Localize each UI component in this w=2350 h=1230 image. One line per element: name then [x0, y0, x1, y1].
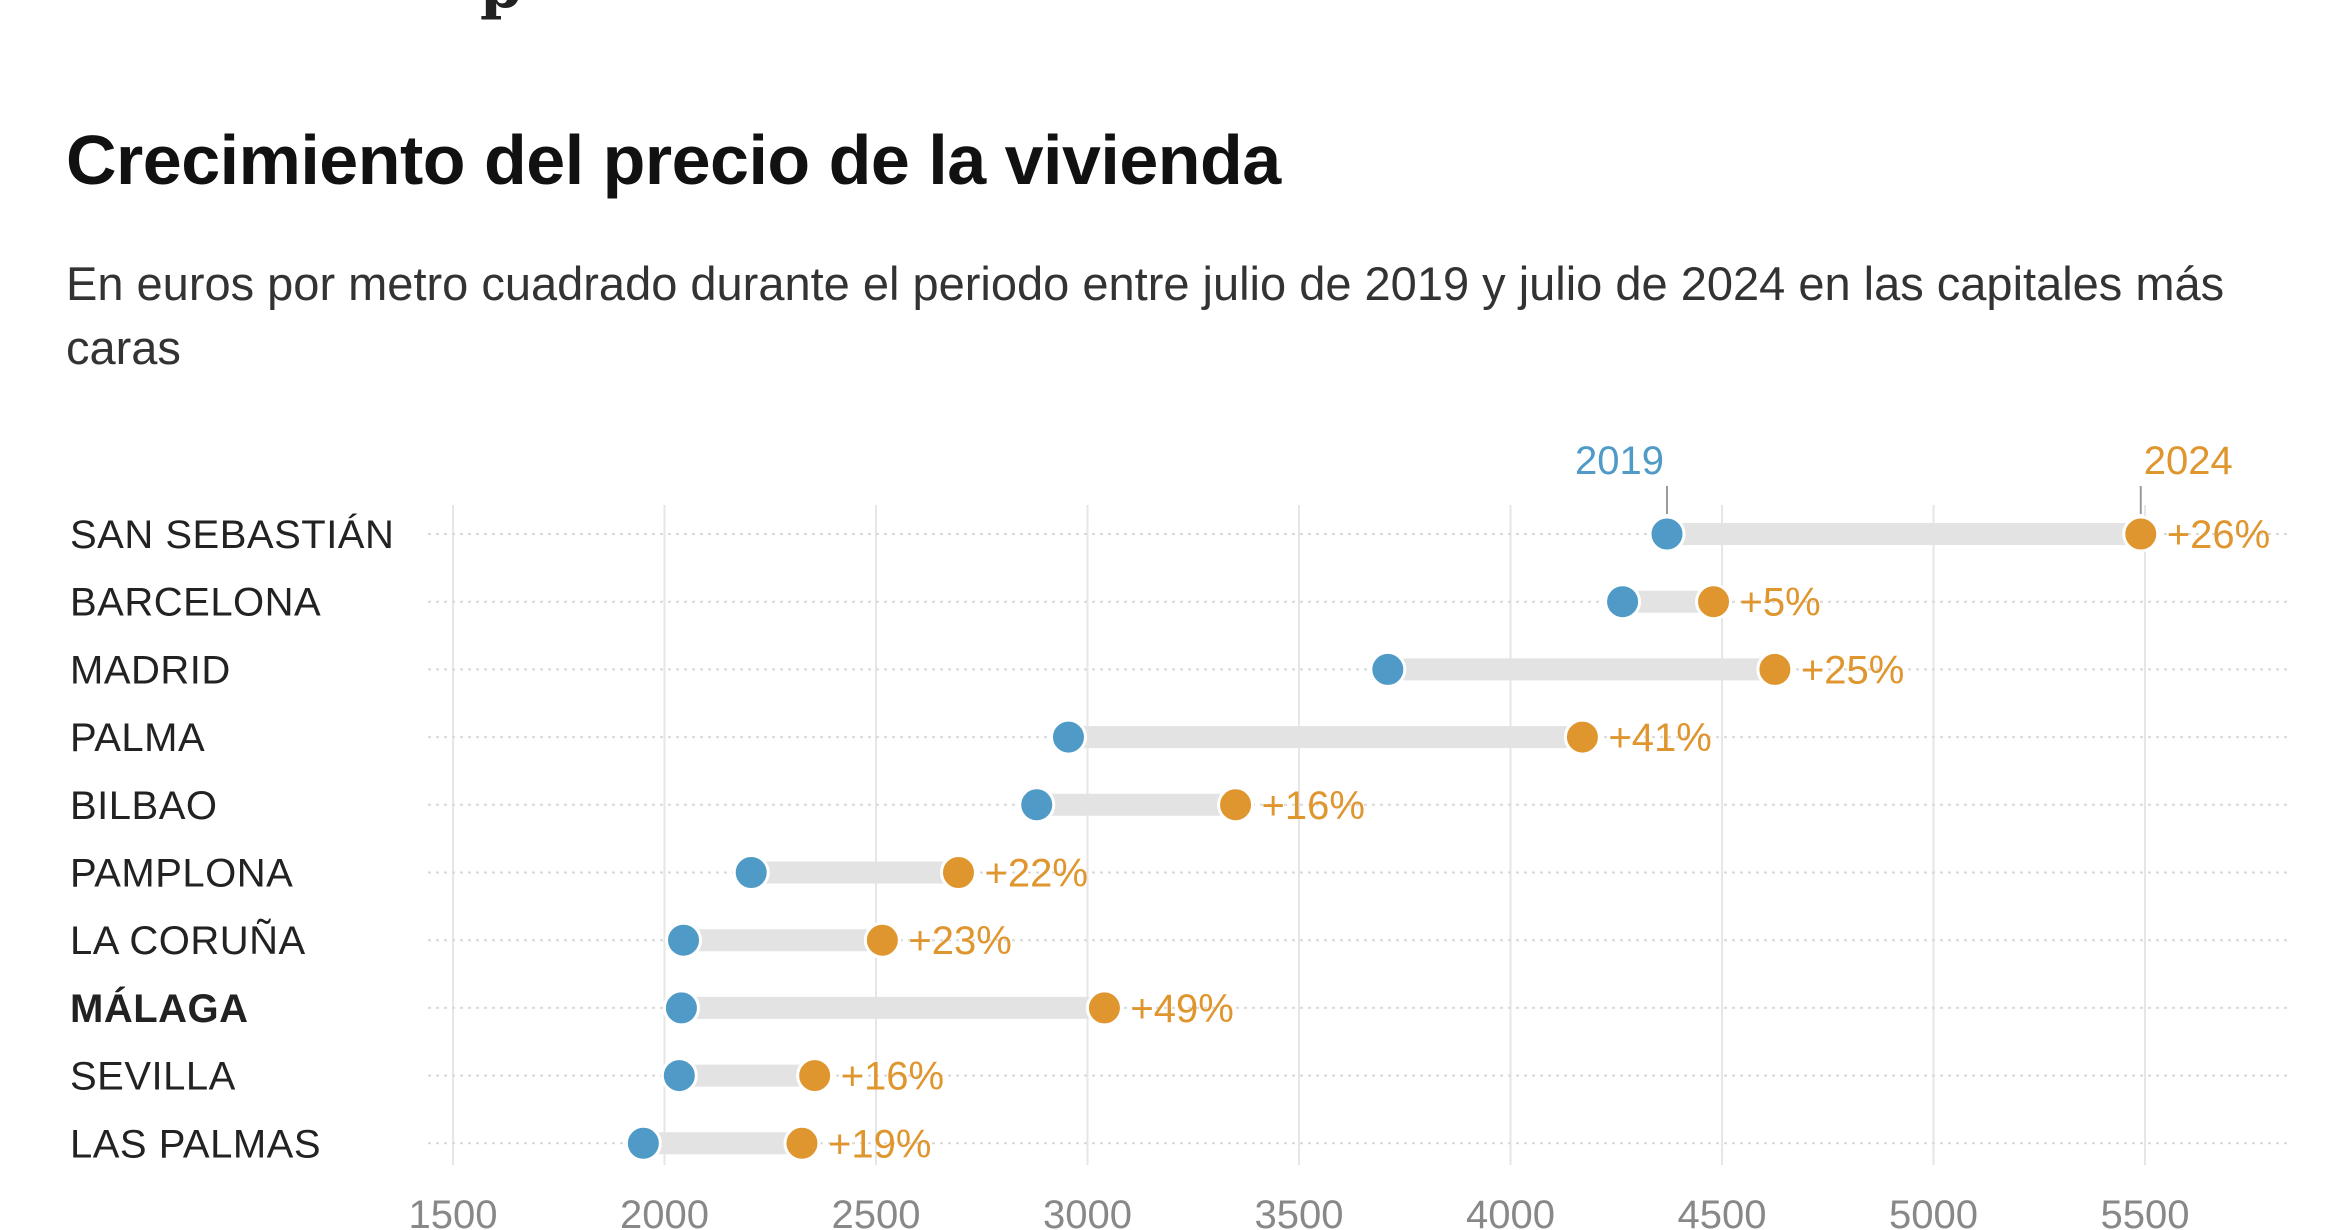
point-2019 — [665, 921, 703, 959]
point-2024 — [863, 921, 901, 959]
x-tick-label: 1500 — [409, 1193, 498, 1230]
point-2019 — [1049, 718, 1087, 756]
legend-2024-label: 2024 — [2144, 439, 2233, 483]
masthead-cutoff: p — [0, 0, 2350, 22]
point-2019 — [1604, 583, 1642, 621]
point-2024 — [1563, 718, 1601, 756]
category-label: PAMPLONA — [70, 852, 293, 896]
change-label: +26% — [2167, 513, 2270, 557]
category-label: SEVILLA — [70, 1055, 236, 1099]
x-tick-label: 5500 — [2101, 1193, 2190, 1230]
point-2024 — [783, 1124, 821, 1162]
change-label: +16% — [841, 1055, 944, 1099]
point-2019 — [1648, 515, 1686, 553]
x-tick-label: 4500 — [1678, 1193, 1767, 1230]
change-label: +16% — [1262, 784, 1365, 828]
category-label: BARCELONA — [70, 581, 321, 625]
point-2024 — [1695, 583, 1733, 621]
point-2019 — [660, 1057, 698, 1095]
point-2024 — [2122, 515, 2160, 553]
category-label: LA CORUÑA — [70, 918, 306, 963]
point-2019 — [624, 1124, 662, 1162]
chart-subtitle: En euros por metro cuadrado durante el p… — [66, 257, 2225, 374]
change-label: +5% — [1740, 581, 1821, 625]
point-2024 — [939, 854, 977, 891]
point-2024 — [1217, 786, 1255, 824]
x-tick-label: 4000 — [1466, 1193, 1555, 1230]
x-tick-label: 2000 — [620, 1193, 709, 1230]
x-tick-label: 5000 — [1889, 1193, 1978, 1230]
change-label: +19% — [828, 1122, 931, 1166]
point-2019 — [732, 854, 770, 891]
category-label: LAS PALMAS — [70, 1122, 321, 1166]
point-2019 — [1369, 650, 1407, 688]
chart-title: Crecimiento del precio de la vivienda — [66, 121, 1281, 199]
x-tick-label: 2500 — [832, 1193, 921, 1230]
category-label: PALMA — [70, 716, 205, 760]
category-label: SAN SEBASTIÁN — [70, 512, 394, 557]
legend-2019-label: 2019 — [1575, 439, 1664, 483]
x-tick-label: 3000 — [1043, 1193, 1132, 1230]
change-label: +49% — [1130, 987, 1233, 1031]
point-2019 — [1018, 786, 1056, 824]
category-label: MÁLAGA — [70, 986, 249, 1031]
change-label: +41% — [1608, 716, 1711, 760]
point-2024 — [1085, 989, 1123, 1027]
category-label: BILBAO — [70, 784, 218, 828]
change-label: +23% — [908, 919, 1011, 963]
change-label: +25% — [1801, 648, 1904, 692]
point-2019 — [662, 989, 700, 1027]
point-2024 — [796, 1057, 834, 1095]
change-label: +22% — [984, 852, 1087, 896]
point-2024 — [1756, 650, 1794, 688]
x-tick-label: 3500 — [1255, 1193, 1344, 1230]
category-label: MADRID — [70, 648, 231, 692]
